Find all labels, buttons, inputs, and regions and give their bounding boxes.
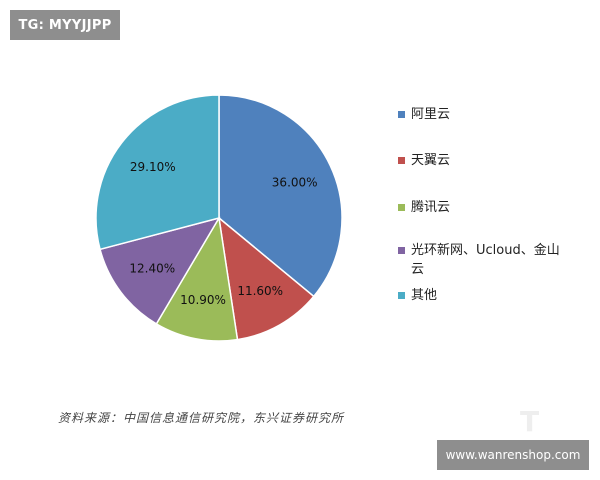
legend-swatch-tencentyun [398, 204, 405, 211]
pie-slice-tencentyun [155, 215, 239, 342]
legend-item-guanghuan: 光环新网、Ucloud、金山云 [398, 241, 561, 279]
faint-logo-mark: T [520, 405, 540, 438]
legend-label-tianyiyun: 天翼云 [411, 153, 451, 168]
pie-slice-guanghuan [99, 216, 221, 325]
legend-label-guanghuan: 光环新网、Ucloud、金山云 [411, 243, 560, 277]
pie-label-tianyiyun: 11.60% [237, 284, 283, 298]
legend-item-tianyiyun: 天翼云 [398, 151, 561, 170]
tg-badge: TG: MYYJJPP [10, 10, 120, 40]
source-note: 资料来源：中国信息通信研究院，东兴证券研究所 [58, 411, 345, 425]
legend-label-tencentyun: 腾讯云 [411, 200, 451, 215]
legend-swatch-tianyiyun [398, 157, 405, 164]
pie-label-aliyun: 36.00% [272, 175, 318, 189]
pie-label-guanghuan: 12.40% [129, 261, 175, 275]
pie-label-other: 29.10% [130, 160, 176, 174]
site-watermark: www.wanrenshop.com [437, 440, 589, 470]
legend-item-other: 其他 [398, 286, 561, 305]
pie-slice-tianyiyun [217, 216, 315, 341]
legend-swatch-guanghuan [398, 247, 405, 254]
legend-swatch-other [398, 292, 405, 299]
legend-label-other: 其他 [411, 288, 438, 303]
pie-slice-aliyun [218, 94, 343, 298]
pie-slice-other [95, 94, 220, 251]
legend-swatch-aliyun [398, 111, 405, 118]
pie-label-tencentyun: 10.90% [180, 293, 226, 307]
legend-item-tencentyun: 腾讯云 [398, 198, 561, 217]
legend-item-aliyun: 阿里云 [398, 105, 561, 124]
legend-label-aliyun: 阿里云 [411, 107, 451, 122]
